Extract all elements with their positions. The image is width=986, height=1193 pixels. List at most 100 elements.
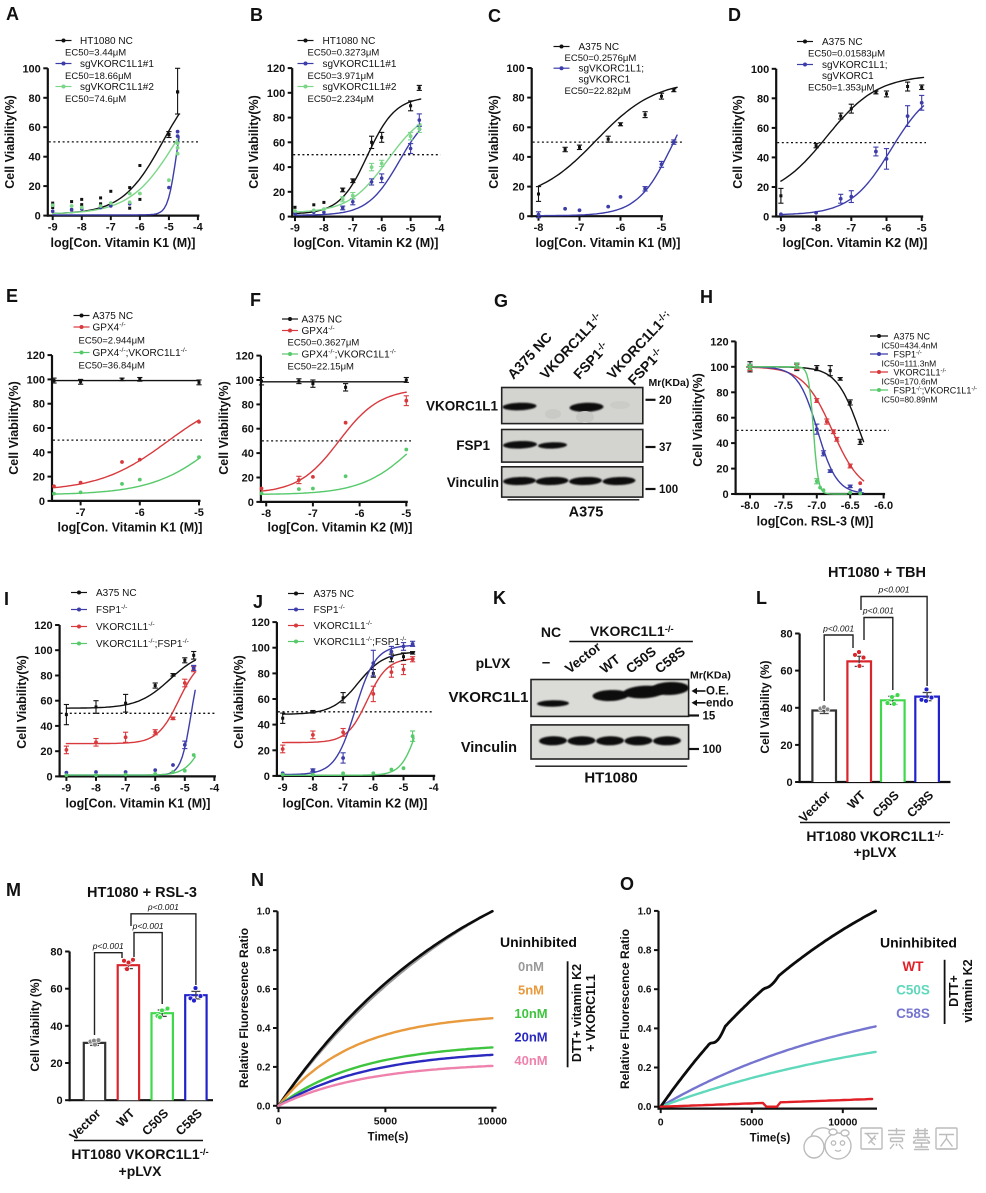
svg-text:C50S: C50S <box>896 983 930 998</box>
svg-text:-5: -5 <box>164 222 174 234</box>
svg-text:1.0: 1.0 <box>257 907 271 918</box>
svg-text:20: 20 <box>659 395 672 407</box>
svg-text:60: 60 <box>780 666 792 678</box>
svg-text:-9: -9 <box>62 782 72 794</box>
svg-text:FSP1: FSP1 <box>456 438 490 453</box>
svg-text:-7: -7 <box>575 222 585 234</box>
svg-text:EC50=0.01583μM: EC50=0.01583μM <box>808 49 885 60</box>
svg-text:Cell Viability(%): Cell Viability(%) <box>247 95 261 189</box>
svg-text:O.E.: O.E. <box>706 686 729 698</box>
svg-text:A375 NC: A375 NC <box>579 42 620 53</box>
svg-text:-6: -6 <box>355 508 365 520</box>
svg-text:Relative Fluorescence Ratio: Relative Fluorescence Ratio <box>618 929 632 1089</box>
svg-text:20: 20 <box>242 473 254 485</box>
svg-text:IC50=80.89nM: IC50=80.89nM <box>882 395 938 405</box>
svg-text:Mr(KDa): Mr(KDa) <box>690 670 731 682</box>
svg-text:60: 60 <box>29 122 41 134</box>
svg-text:p<0.001: p<0.001 <box>147 902 179 912</box>
svg-text:EC50=3.44μM: EC50=3.44μM <box>65 48 126 59</box>
svg-text:-7: -7 <box>76 507 86 519</box>
svg-text:-6: -6 <box>616 222 626 234</box>
svg-text:20: 20 <box>757 182 769 194</box>
svg-text:Cell Viability(%): Cell Viability(%) <box>232 655 246 749</box>
svg-text:0: 0 <box>722 489 728 501</box>
svg-text:0: 0 <box>248 497 254 509</box>
svg-text:DTT+: DTT+ <box>947 975 961 1007</box>
svg-text:HT1080 VKORC1L1-/-: HT1080 VKORC1L1-/- <box>71 1146 208 1162</box>
svg-text:Cell Viability(%): Cell Viability(%) <box>691 373 705 467</box>
svg-text:20: 20 <box>512 182 524 194</box>
svg-text:p<0.001: p<0.001 <box>92 941 124 951</box>
svg-text:log[Con. Vitamin K1 (M)]: log[Con. Vitamin K1 (M)] <box>58 521 203 535</box>
svg-text:100: 100 <box>252 643 270 655</box>
svg-text:Vinculin: Vinculin <box>447 475 499 490</box>
svg-text:80: 80 <box>40 671 52 683</box>
svg-text:Uninhibited: Uninhibited <box>880 935 957 951</box>
svg-text:-6: -6 <box>882 223 892 235</box>
svg-text:-6: -6 <box>135 507 145 519</box>
svg-text:80: 80 <box>33 399 45 411</box>
svg-text:-4: -4 <box>435 223 446 235</box>
svg-text:-7: -7 <box>121 782 131 794</box>
svg-text:-9: -9 <box>290 223 300 235</box>
svg-text:IC50=170.6nM: IC50=170.6nM <box>882 377 938 387</box>
svg-text:EC50=36.84μM: EC50=36.84μM <box>79 361 146 372</box>
svg-text:GPX4-/-;VKORC1L1-/-: GPX4-/-;VKORC1L1-/- <box>93 347 188 359</box>
svg-text:Cell Viability (%): Cell Viability (%) <box>28 978 42 1071</box>
svg-text:VKORC1L1-/-;FSP1-/-: VKORC1L1-/-;FSP1-/- <box>96 638 189 650</box>
svg-text:20nM: 20nM <box>514 1030 547 1045</box>
svg-text:I: I <box>4 589 9 609</box>
svg-text:100: 100 <box>236 375 254 387</box>
svg-text:FSP1-/-: FSP1-/- <box>314 604 345 616</box>
svg-text:10nM: 10nM <box>514 1006 547 1021</box>
svg-text:HT1080 + RSL-3: HT1080 + RSL-3 <box>87 885 197 901</box>
svg-text:10000: 10000 <box>828 1116 857 1128</box>
svg-text:WT: WT <box>903 959 925 974</box>
svg-text:-9: -9 <box>48 222 58 234</box>
svg-text:sgVKORC1L1#1: sgVKORC1L1#1 <box>323 59 397 70</box>
svg-text:0: 0 <box>763 212 769 224</box>
svg-text:-4: -4 <box>429 782 440 794</box>
svg-text:5000: 5000 <box>374 1116 398 1128</box>
svg-text:sgVKORC1: sgVKORC1 <box>822 71 874 82</box>
svg-text:5nM: 5nM <box>518 983 544 998</box>
svg-text:-4: -4 <box>210 782 221 794</box>
svg-text:0: 0 <box>264 771 270 783</box>
svg-text:-6.0: -6.0 <box>874 500 893 512</box>
svg-text:-9: -9 <box>776 223 786 235</box>
svg-text:Relative Fluorescence Ratio: Relative Fluorescence Ratio <box>237 928 251 1088</box>
svg-text:60: 60 <box>40 696 52 708</box>
svg-text:Cell Viability(%): Cell Viability(%) <box>487 95 501 189</box>
svg-text:80: 80 <box>258 668 270 680</box>
svg-text:log[Con. Vitamin K1 (M)]: log[Con. Vitamin K1 (M)] <box>51 236 196 250</box>
svg-text:log[Con. Vitamin K2 (M)]: log[Con. Vitamin K2 (M)] <box>294 236 439 250</box>
svg-text:100: 100 <box>506 63 524 75</box>
svg-text:GPX4-/-: GPX4-/- <box>93 322 126 334</box>
svg-text:0: 0 <box>276 1116 282 1128</box>
svg-text:A375 NC: A375 NC <box>96 588 137 599</box>
svg-text:60: 60 <box>33 423 45 435</box>
svg-text:G: G <box>494 291 508 311</box>
svg-text:100: 100 <box>659 484 678 496</box>
svg-text:C58S: C58S <box>896 1006 930 1021</box>
svg-text:0: 0 <box>519 211 525 223</box>
svg-text:A375: A375 <box>569 505 604 521</box>
svg-text:H: H <box>700 287 713 307</box>
svg-text:EC50=1.353μM: EC50=1.353μM <box>808 83 875 94</box>
svg-text:-6: -6 <box>377 223 387 235</box>
svg-text:A375 NC: A375 NC <box>822 37 863 48</box>
svg-text:EC50=22.15μM: EC50=22.15μM <box>288 362 355 373</box>
svg-text:80: 80 <box>780 629 792 641</box>
svg-text:-5: -5 <box>401 508 411 520</box>
svg-text:0: 0 <box>658 1116 664 1128</box>
svg-text:log[Con. Vitamin K2 (M)]: log[Con. Vitamin K2 (M)] <box>283 797 428 811</box>
svg-text:120: 120 <box>710 336 728 348</box>
svg-text:-7: -7 <box>106 222 116 234</box>
svg-text:A375 NC: A375 NC <box>302 315 343 326</box>
svg-text:40: 40 <box>273 162 285 174</box>
svg-text:Time(s): Time(s) <box>368 1132 409 1144</box>
svg-text:120: 120 <box>267 63 285 75</box>
svg-text:-5: -5 <box>917 223 927 235</box>
svg-text:DTT+ vitamin K2: DTT+ vitamin K2 <box>570 964 584 1062</box>
svg-text:40: 40 <box>757 152 769 164</box>
